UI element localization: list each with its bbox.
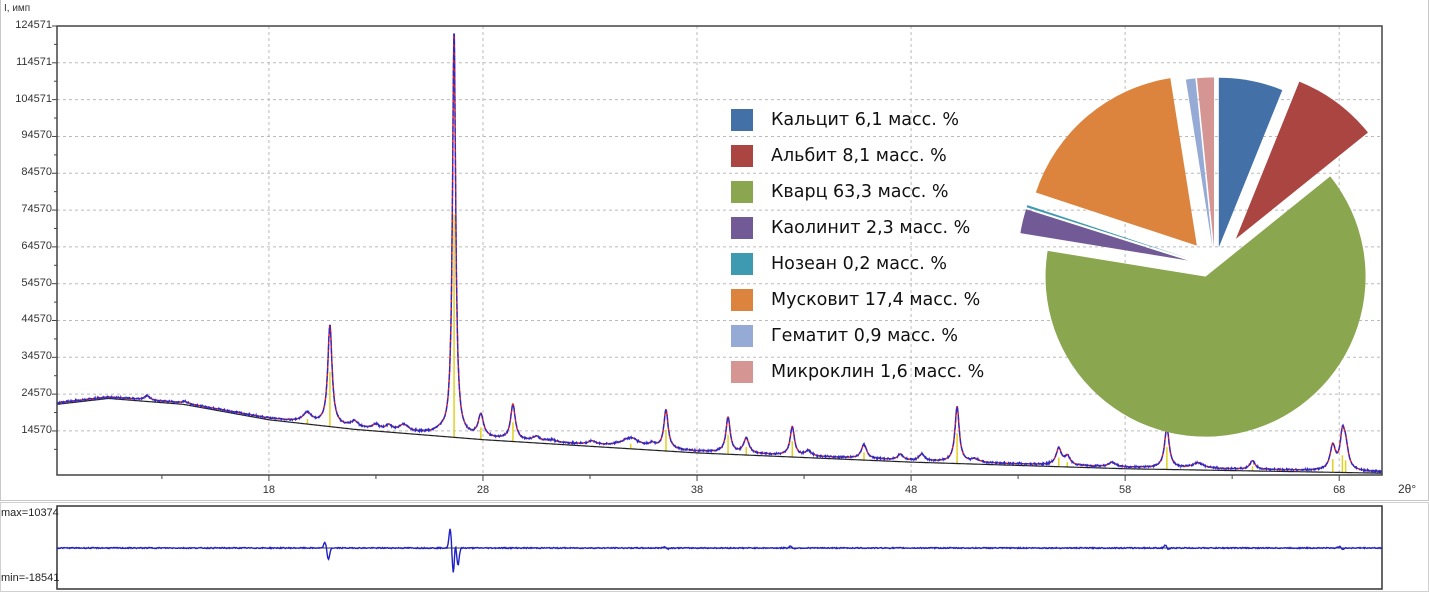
legend-item: Гематит 0,9 масс. % (731, 318, 984, 354)
legend-label: Каолинит 2,3 масс. % (771, 218, 971, 238)
difference-plot (56, 505, 1383, 590)
legend-swatch (731, 217, 753, 239)
legend-label: Кварц 63,3 масс. % (771, 182, 949, 202)
y-tick-label: 34570 (21, 350, 52, 363)
x-tick-label: 38 (690, 484, 704, 496)
legend-swatch (731, 145, 753, 167)
y-tick-label: 94570 (21, 129, 52, 142)
legend-item: Мусковит 17,4 масс. % (731, 282, 984, 318)
y-tick-label: 44570 (21, 313, 52, 326)
x-tick-label: 58 (1119, 484, 1132, 496)
difference-max-label: max=10374 (1, 507, 59, 519)
legend-item: Нозеан 0,2 масс. % (731, 246, 984, 282)
legend-label: Кальцит 6,1 масс. % (771, 110, 960, 130)
phase-legend: Кальцит 6,1 масс. % Альбит 8,1 масс. % Ква… (731, 102, 984, 390)
legend-item: Кальцит 6,1 масс. % (731, 102, 984, 138)
legend-label: Нозеан 0,2 масс. % (771, 254, 947, 274)
x-tick-label: 18 (262, 484, 276, 496)
x-axis-title: 2θ° (1398, 482, 1417, 496)
y-axis-title: I, имп (4, 3, 31, 14)
y-tick-label: 74570 (21, 203, 52, 216)
plot-area-border (56, 25, 1383, 476)
legend-item: Альбит 8,1 масс. % (731, 138, 984, 174)
pie-slice-2 (1235, 81, 1368, 239)
x-tick-label: 68 (1333, 484, 1346, 496)
legend-swatch (731, 361, 753, 383)
pie-slice-5 (1026, 205, 1189, 259)
y-tick-label: 54570 (21, 276, 52, 289)
legend-swatch (731, 289, 753, 311)
legend-label: Альбит 8,1 масс. % (771, 146, 947, 166)
difference-min-label: min=-18541 (1, 572, 60, 584)
y-tick-label: 64570 (21, 239, 52, 252)
legend-label: Микроклин 1,6 масс. % (771, 362, 985, 382)
legend-swatch (731, 325, 753, 347)
observed-line (56, 33, 1383, 474)
pie-slice-4 (1020, 209, 1188, 261)
legend-item: Каолинит 2,3 масс. % (731, 210, 984, 246)
x-tick-label: 28 (476, 484, 490, 496)
peak-markers (306, 214, 1347, 473)
legend-label: Мусковит 17,4 масс. % (771, 290, 981, 310)
pie-slice-6 (1035, 78, 1197, 246)
y-tick-label: 114571 (16, 55, 52, 68)
legend-swatch (731, 109, 753, 131)
y-tick-label: 104571 (15, 92, 52, 105)
y-tick-label: 14570 (21, 423, 52, 436)
difference-line (56, 528, 1382, 573)
legend-item: Кварц 63,3 масс. % (731, 174, 984, 210)
phase-pie-chart (1020, 77, 1368, 437)
y-tick-label: 24570 (21, 387, 52, 400)
pie-slice-1 (1218, 77, 1283, 248)
legend-swatch (731, 253, 753, 275)
pie-slice-7 (1185, 78, 1213, 248)
y-tick-label: 84570 (21, 166, 52, 179)
pie-slice-3 (1045, 176, 1366, 437)
pie-slice-8 (1196, 77, 1214, 248)
y-tick-label: 124571 (15, 19, 52, 31)
background-line (57, 397, 1382, 474)
legend-label: Гематит 0,9 масс. % (771, 326, 959, 346)
legend-swatch (731, 181, 753, 203)
legend-item: Микроклин 1,6 масс. % (731, 354, 984, 390)
x-tick-label: 48 (904, 484, 918, 496)
